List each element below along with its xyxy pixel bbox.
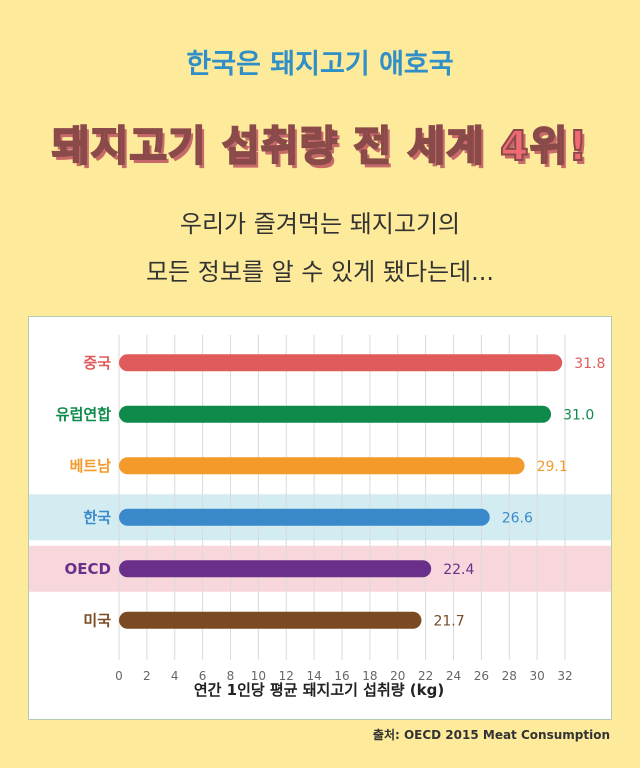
bar	[119, 611, 422, 629]
x-tick-label: 2	[143, 669, 151, 683]
value-label: 26.6	[502, 510, 533, 526]
x-tick-label: 10	[251, 669, 266, 683]
x-tick-label: 32	[557, 669, 572, 683]
bar-chart: 중국 31.8 유럽연합 31.0 베트남 29.1 한국 26.6 OECD 22.4 미국 21.…	[29, 335, 611, 699]
value-label: 31.8	[574, 356, 605, 372]
description-line-1: 우리가 즐겨먹는 돼지고기의	[179, 210, 461, 238]
value-label: 21.7	[433, 613, 464, 629]
chart-panel: 중국 31.8 유럽연합 31.0 베트남 29.1 한국 26.6 OECD 22.4 미국 21.…	[28, 316, 612, 720]
x-tick-label: 12	[279, 669, 294, 683]
value-label: 29.1	[537, 459, 568, 475]
value-label: 31.0	[563, 407, 594, 423]
x-tick-label: 20	[390, 669, 405, 683]
category-label: 베트남	[70, 457, 112, 475]
subtitle: 한국은 돼지고기 애호국	[186, 49, 454, 80]
bar	[119, 457, 525, 475]
x-tick-label: 24	[446, 669, 461, 683]
bar	[119, 508, 490, 526]
bar	[119, 405, 552, 423]
category-label: 한국	[83, 508, 111, 526]
description-line-2: 모든 정보를 알 수 있게 됐다는데...	[145, 258, 495, 286]
x-tick-label: 16	[334, 669, 349, 683]
x-tick-label: 22	[418, 669, 433, 683]
x-tick-label: 18	[362, 669, 377, 683]
page-title: 돼지고기 섭취량 전 세계 4위!	[51, 121, 589, 171]
category-label: 미국	[83, 611, 111, 629]
x-tick-label: 28	[502, 669, 517, 683]
category-label: OECD	[65, 560, 111, 578]
x-tick-label: 14	[306, 669, 321, 683]
category-label: 중국	[83, 354, 111, 372]
x-tick-label: 26	[474, 669, 489, 683]
x-tick-label: 4	[171, 669, 179, 683]
source-note: 출처: OECD 2015 Meat Consumption	[372, 728, 610, 742]
category-label: 유럽연합	[56, 405, 111, 423]
x-tick-label: 30	[529, 669, 544, 683]
value-label: 22.4	[443, 562, 474, 578]
x-tick-label: 6	[199, 669, 207, 683]
bar	[119, 560, 432, 578]
x-tick-label: 8	[227, 669, 235, 683]
bar	[119, 354, 563, 372]
x-tick-label: 0	[115, 669, 123, 683]
x-axis-label: 연간 1인당 평균 돼지고기 섭취량 (kg)	[194, 681, 444, 699]
